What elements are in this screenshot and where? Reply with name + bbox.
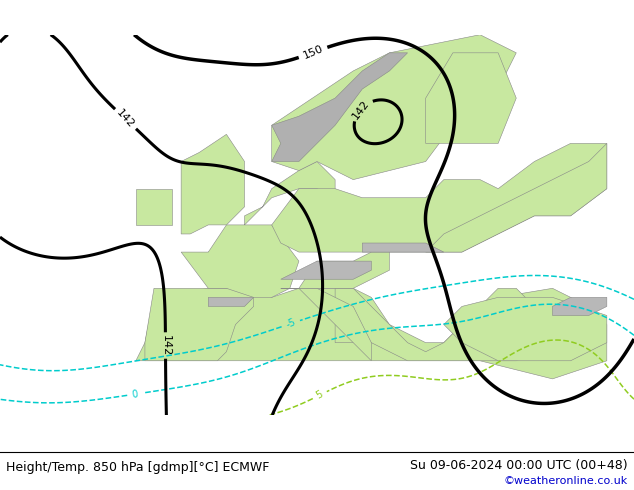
Text: 0: 0: [131, 389, 139, 400]
Polygon shape: [272, 53, 408, 162]
Text: 142: 142: [351, 98, 371, 121]
Polygon shape: [425, 144, 607, 252]
Text: 150: 150: [301, 44, 325, 61]
Polygon shape: [281, 252, 389, 288]
Text: -5: -5: [285, 317, 297, 330]
Polygon shape: [290, 288, 372, 361]
Polygon shape: [145, 288, 254, 361]
Text: ©weatheronline.co.uk: ©weatheronline.co.uk: [503, 476, 628, 486]
Polygon shape: [552, 297, 607, 316]
Polygon shape: [335, 288, 571, 361]
Polygon shape: [136, 162, 607, 379]
Polygon shape: [362, 243, 444, 252]
Polygon shape: [281, 261, 372, 279]
Polygon shape: [272, 144, 607, 252]
Polygon shape: [136, 189, 172, 225]
Polygon shape: [444, 297, 607, 361]
Polygon shape: [181, 134, 245, 234]
Text: 142: 142: [115, 108, 136, 130]
Polygon shape: [181, 225, 299, 297]
Polygon shape: [272, 35, 516, 180]
Text: Su 09-06-2024 00:00 UTC (00+48): Su 09-06-2024 00:00 UTC (00+48): [410, 459, 628, 471]
Polygon shape: [425, 53, 516, 144]
Text: Height/Temp. 850 hPa [gdmp][°C] ECMWF: Height/Temp. 850 hPa [gdmp][°C] ECMWF: [6, 462, 269, 474]
Text: 142: 142: [160, 335, 171, 356]
Text: 5: 5: [314, 389, 325, 401]
Polygon shape: [209, 297, 254, 306]
